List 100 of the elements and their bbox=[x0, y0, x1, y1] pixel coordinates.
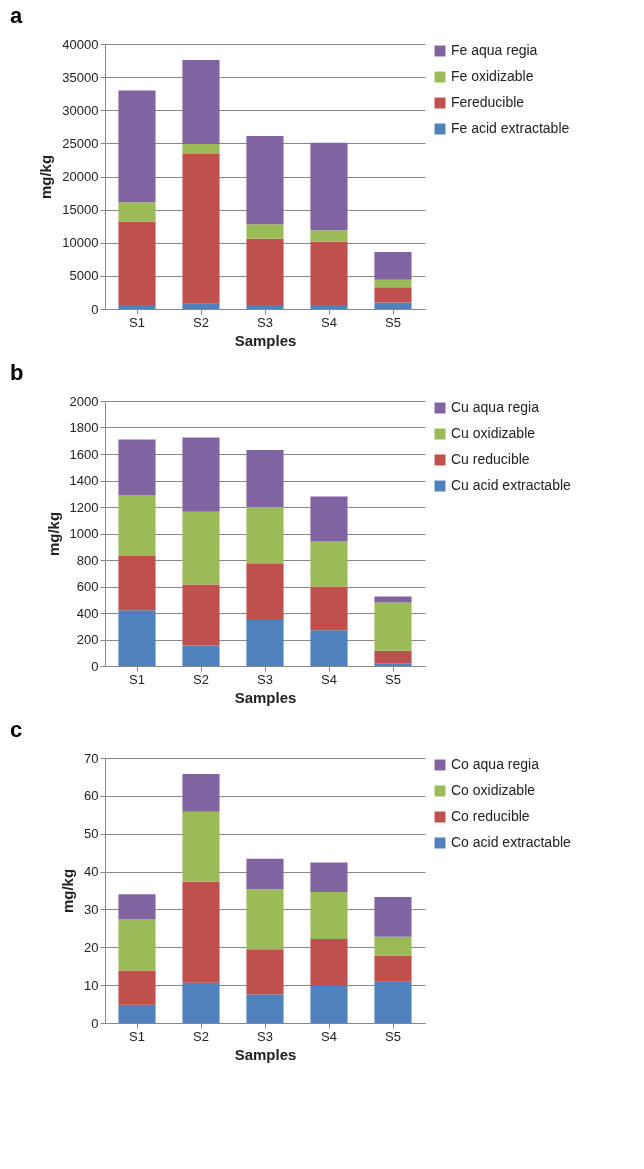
bar bbox=[246, 507, 284, 564]
bar bbox=[182, 584, 220, 646]
bar bbox=[182, 59, 220, 145]
y-tick-label: 0 bbox=[91, 1015, 99, 1031]
x-tick-label: S3 bbox=[257, 314, 273, 330]
bar bbox=[118, 305, 156, 309]
bar bbox=[118, 90, 156, 203]
bar bbox=[310, 630, 348, 666]
x-tick-label: S3 bbox=[257, 1028, 273, 1044]
bar bbox=[246, 949, 284, 995]
y-tick-label: 40000 bbox=[62, 36, 99, 52]
bar bbox=[182, 982, 220, 1023]
bar bbox=[182, 811, 220, 882]
bar bbox=[310, 586, 348, 631]
bar bbox=[118, 970, 156, 1005]
x-axis-title: Samples bbox=[234, 688, 297, 706]
y-tick-label: 30 bbox=[84, 901, 99, 917]
bar bbox=[182, 881, 220, 983]
y-tick-label: 60 bbox=[84, 788, 99, 804]
legend-label: Fereducible bbox=[451, 94, 525, 110]
y-tick-label: 1400 bbox=[69, 473, 99, 488]
x-tick-label: S1 bbox=[129, 314, 145, 330]
bar bbox=[182, 645, 220, 666]
bar bbox=[118, 1004, 156, 1023]
bar bbox=[374, 981, 412, 1023]
x-tick-label: S5 bbox=[385, 1028, 401, 1044]
legend-label: Cu aqua regia bbox=[451, 399, 540, 415]
bar bbox=[374, 252, 412, 280]
x-axis-title: Samples bbox=[234, 1045, 297, 1063]
y-tick-label: 20 bbox=[84, 939, 99, 955]
x-tick-label: S3 bbox=[257, 671, 273, 687]
x-tick-label: S1 bbox=[129, 1028, 145, 1044]
y-tick-label: 1200 bbox=[69, 499, 99, 515]
y-tick-label: 2000 bbox=[69, 393, 99, 409]
y-tick-label: 70 bbox=[84, 750, 99, 766]
y-tick-label: 10000 bbox=[62, 235, 99, 251]
legend-label: Co reducible bbox=[451, 808, 530, 824]
bar bbox=[310, 142, 348, 231]
bar bbox=[310, 496, 348, 542]
y-tick-label: 1800 bbox=[69, 420, 99, 435]
legend-label: Cu oxidizable bbox=[451, 425, 536, 441]
bar bbox=[310, 230, 348, 242]
y-tick-label: 600 bbox=[76, 579, 99, 594]
y-tick-label: 40 bbox=[84, 864, 99, 880]
x-tick-label: S4 bbox=[321, 671, 337, 687]
x-tick-label: S4 bbox=[321, 314, 337, 330]
bar bbox=[374, 955, 412, 982]
bar bbox=[310, 305, 348, 309]
legend-label: Fe acid extractable bbox=[451, 120, 570, 136]
bar bbox=[246, 136, 284, 225]
y-axis-title: mg/kg bbox=[37, 154, 55, 200]
bar bbox=[310, 985, 348, 1023]
bar bbox=[118, 495, 156, 557]
x-tick-label: S2 bbox=[193, 1028, 209, 1044]
bar bbox=[246, 305, 284, 309]
legend-label: Fe aqua regia bbox=[451, 42, 538, 58]
bar bbox=[246, 858, 284, 890]
x-tick-label: S5 bbox=[385, 671, 401, 687]
y-tick-label: 20000 bbox=[62, 169, 99, 184]
y-tick-label: 0 bbox=[91, 301, 99, 317]
bar bbox=[374, 896, 412, 937]
y-tick-label: 50 bbox=[84, 826, 99, 842]
bar bbox=[118, 894, 156, 919]
bar bbox=[118, 610, 156, 666]
bar bbox=[246, 889, 284, 950]
y-tick-label: 30000 bbox=[62, 102, 99, 118]
y-tick-label: 35000 bbox=[62, 69, 99, 85]
y-axis-title: mg/kg bbox=[44, 511, 62, 557]
bar bbox=[374, 650, 412, 664]
chart-title: a bbox=[10, 3, 23, 28]
legend-label: Co aqua regia bbox=[451, 756, 540, 772]
y-tick-label: 15000 bbox=[62, 202, 99, 218]
bar bbox=[182, 511, 220, 585]
x-axis-title: Samples bbox=[234, 331, 297, 349]
bar bbox=[374, 287, 412, 303]
bar bbox=[374, 279, 412, 288]
legend-label: Cu reducible bbox=[451, 451, 530, 467]
bar bbox=[374, 596, 412, 603]
bar bbox=[118, 202, 156, 222]
legend-label: Cu acid extractable bbox=[451, 477, 572, 493]
legend-label: Co acid extractable bbox=[451, 834, 572, 850]
y-tick-label: 1000 bbox=[69, 526, 99, 541]
chart-title: c bbox=[10, 717, 23, 742]
bar bbox=[374, 936, 412, 956]
bar bbox=[182, 144, 220, 154]
x-tick-label: S2 bbox=[193, 314, 209, 330]
bar bbox=[246, 238, 284, 306]
y-tick-label: 1600 bbox=[69, 446, 99, 462]
bar bbox=[374, 302, 412, 309]
y-tick-label: 0 bbox=[91, 658, 99, 674]
y-tick-label: 200 bbox=[76, 632, 99, 647]
bar bbox=[374, 602, 412, 651]
y-tick-label: 400 bbox=[76, 605, 99, 621]
bar bbox=[310, 241, 348, 306]
bar bbox=[182, 303, 220, 309]
bar bbox=[310, 892, 348, 939]
bar bbox=[246, 994, 284, 1023]
x-tick-label: S5 bbox=[385, 314, 401, 330]
bar bbox=[118, 918, 156, 971]
bar bbox=[374, 663, 412, 666]
